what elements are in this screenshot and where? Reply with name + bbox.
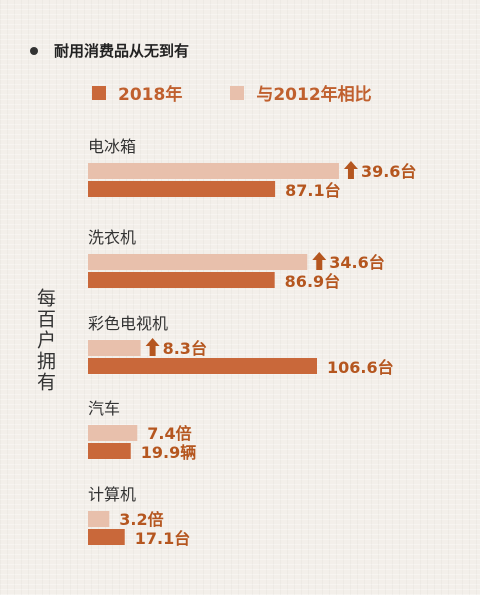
up-arrow-icon: [145, 338, 160, 356]
legend-label-2018: 2018年: [118, 85, 183, 105]
value-label-change: 3.2倍: [119, 510, 163, 529]
value-label-2018: 106.6台: [327, 358, 394, 377]
bar-2018: [88, 443, 131, 459]
legend-item-2012-change: 与2012年相比: [230, 80, 372, 105]
bar-change-2012: [88, 163, 339, 179]
category-label: 电冰箱: [88, 137, 136, 156]
legend-item-2018: 2018年: [92, 80, 182, 105]
bar-change-2012: [88, 425, 138, 441]
value-label-2018: 17.1台: [135, 529, 190, 548]
category-label: 彩色电视机: [88, 314, 168, 333]
bar-2018: [88, 358, 317, 374]
bullet-icon: [30, 46, 38, 55]
bar-2018: [88, 181, 276, 197]
legend-swatch-2012-change: [230, 85, 245, 100]
bar-2018: [88, 272, 275, 288]
value-label-2018: 86.9台: [285, 272, 340, 291]
chart-title: 耐用消费品从无到有: [54, 42, 190, 60]
category-label: 洗衣机: [88, 228, 136, 247]
legend: 2018年 与2012年相比: [92, 80, 420, 105]
bar-change-2012: [88, 254, 308, 270]
legend-swatch-2018: [92, 85, 106, 100]
bar-change-2012: [88, 340, 141, 356]
y-axis-label: 每百户拥有: [34, 288, 56, 393]
chart-title-row: 耐用消费品从无到有: [30, 40, 189, 61]
value-label-change: 34.6台: [329, 253, 384, 272]
value-label-change: 8.3台: [163, 339, 207, 358]
value-label-change: 39.6台: [361, 162, 416, 181]
value-label-2018: 19.9辆: [141, 443, 196, 462]
category-label: 计算机: [88, 485, 136, 504]
up-arrow-icon: [312, 252, 327, 270]
legend-label-2012-change: 与2012年相比: [256, 85, 372, 105]
up-arrow-icon: [343, 161, 358, 179]
value-label-change: 7.4倍: [147, 424, 191, 443]
value-label-2018: 87.1台: [285, 181, 340, 200]
category-label: 汽车: [88, 399, 120, 418]
bar-change-2012: [88, 511, 110, 527]
bar-2018: [88, 529, 125, 545]
